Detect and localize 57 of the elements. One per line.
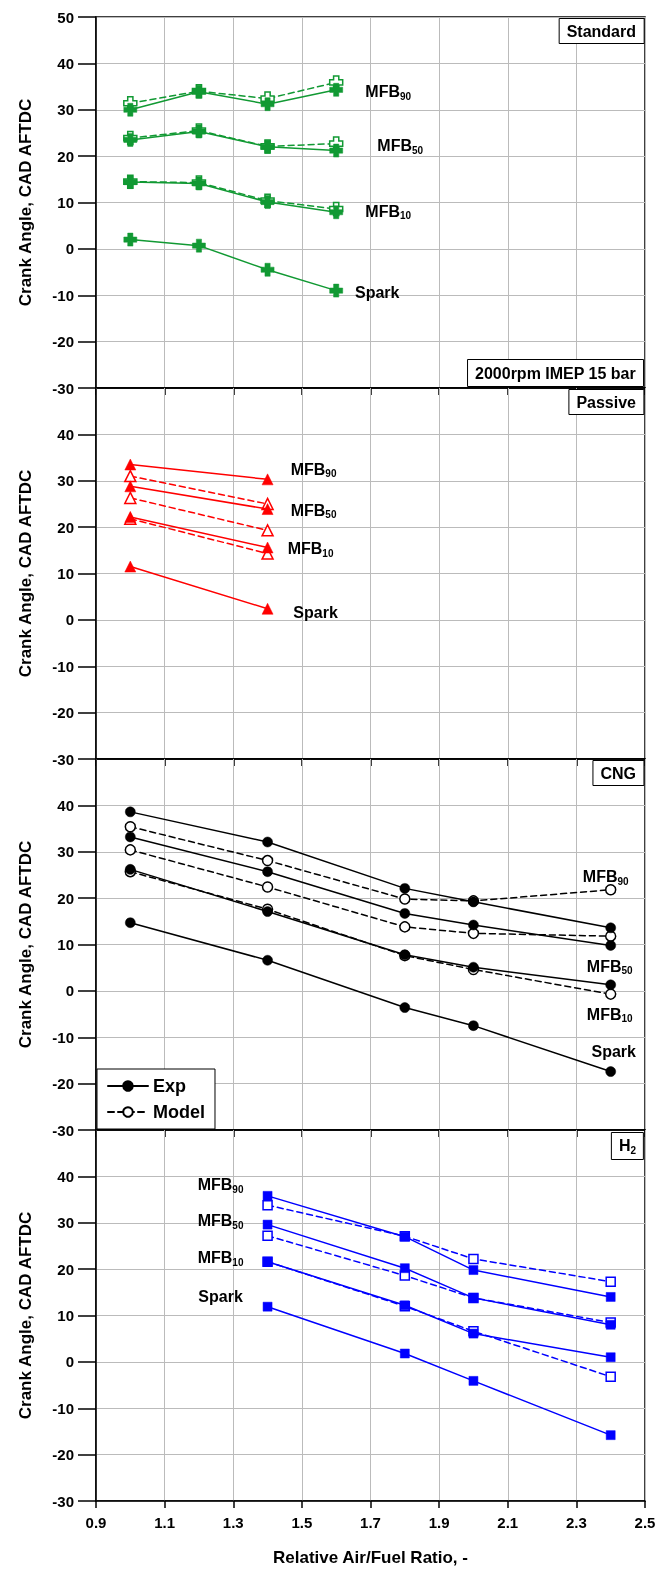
x-tick-label: 2.5 bbox=[634, 1514, 656, 1531]
y-tick-label: 20 bbox=[57, 1260, 74, 1278]
y-tick-label: -30 bbox=[52, 750, 74, 768]
y-tick-label: -10 bbox=[52, 657, 74, 675]
y-tick-label: 40 bbox=[57, 54, 74, 72]
y-tick-label: 10 bbox=[57, 1307, 74, 1324]
y-axis-title: Crank Angle, CAD AFTDC bbox=[16, 98, 35, 307]
x-tick-label: 1.3 bbox=[222, 1514, 244, 1531]
legend-label: Model bbox=[153, 1102, 205, 1122]
y-tick-label: -20 bbox=[52, 704, 74, 722]
y-tick-label: 50 bbox=[57, 8, 74, 26]
y-axis-title: Crank Angle, CAD AFTDC bbox=[16, 469, 35, 678]
chart-title: Standard bbox=[566, 22, 636, 40]
y-tick-label: 0 bbox=[65, 611, 74, 629]
chart-title: CNG bbox=[600, 764, 637, 782]
y-tick-label: -30 bbox=[52, 379, 74, 397]
y-tick-label: 20 bbox=[57, 518, 74, 536]
x-tick-label: 1.5 bbox=[291, 1514, 313, 1531]
annotation: Spark bbox=[354, 284, 400, 302]
y-tick-label: 20 bbox=[57, 889, 74, 907]
y-tick-label: -10 bbox=[52, 286, 74, 304]
x-tick-label: 0.9 bbox=[85, 1514, 107, 1531]
y-tick-label: 30 bbox=[57, 101, 74, 119]
y-tick-label: 30 bbox=[57, 1214, 74, 1232]
legend-label: Exp bbox=[153, 1076, 187, 1096]
y-tick-label: -20 bbox=[52, 1075, 74, 1093]
y-tick-label: 0 bbox=[65, 1353, 74, 1371]
x-tick-label: 2.1 bbox=[497, 1514, 519, 1531]
x-tick-label: 1.7 bbox=[360, 1514, 381, 1531]
y-tick-label: -20 bbox=[52, 333, 74, 351]
y-axis-title: Crank Angle, CAD AFTDC bbox=[16, 840, 35, 1049]
x-tick-label: 1.9 bbox=[428, 1514, 450, 1531]
chart-title: Passive bbox=[576, 393, 637, 411]
y-tick-label: -10 bbox=[52, 1028, 74, 1046]
x-tick-label: 2.3 bbox=[565, 1514, 587, 1531]
y-tick-label: -10 bbox=[52, 1399, 74, 1417]
y-tick-label: 10 bbox=[57, 936, 74, 953]
annotation: Spark bbox=[293, 604, 338, 622]
y-tick-label: 10 bbox=[57, 565, 74, 582]
annotation: Spark bbox=[591, 1043, 637, 1061]
y-tick-label: -30 bbox=[52, 1121, 74, 1139]
y-tick-label: 40 bbox=[57, 425, 74, 443]
y-tick-label: 30 bbox=[57, 472, 74, 490]
annotation: Spark bbox=[198, 1288, 243, 1306]
y-tick-label: 30 bbox=[57, 843, 74, 861]
y-tick-label: 40 bbox=[57, 1167, 74, 1185]
y-tick-label: -20 bbox=[52, 1446, 74, 1464]
y-tick-label: 10 bbox=[57, 194, 74, 211]
y-tick-label: 0 bbox=[65, 982, 74, 1000]
y-tick-label: -30 bbox=[52, 1492, 74, 1510]
y-axis-title: Crank Angle, CAD AFTDC bbox=[16, 1211, 35, 1420]
x-tick-label: 1.1 bbox=[154, 1514, 176, 1531]
annotation: 2000rpm IMEP 15 bar bbox=[475, 364, 636, 382]
y-tick-label: 20 bbox=[57, 147, 74, 165]
x-axis-title: Relative Air/Fuel Ratio, - bbox=[273, 1548, 468, 1567]
y-tick-label: 0 bbox=[65, 240, 74, 258]
y-tick-label: 40 bbox=[57, 796, 74, 814]
